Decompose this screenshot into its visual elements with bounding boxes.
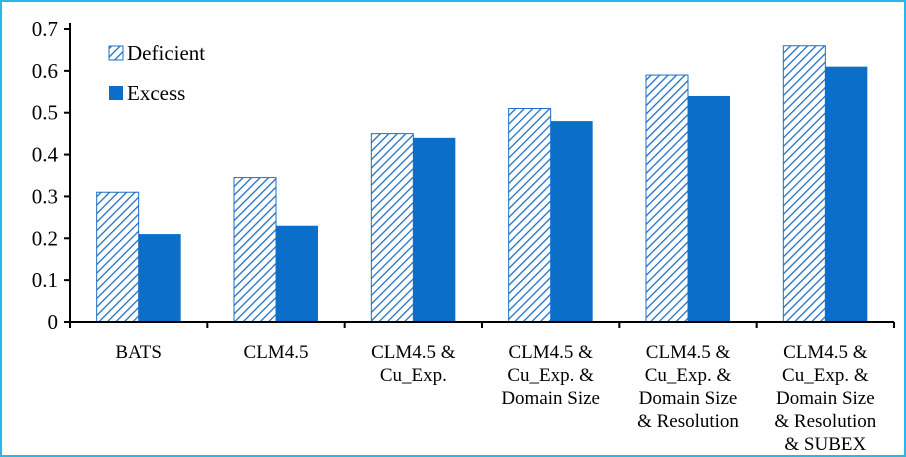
y-tick-label-6: 0.6 [32, 59, 58, 83]
x-category-label-line: Cu_Exp. & [507, 365, 594, 386]
x-category-label-5: CLM4.5 & Cu_Exp. & Domain Size & Resolution… [774, 342, 876, 455]
x-category-label-4: CLM4.5 & Cu_Exp. & Domain Size & Resolution [637, 342, 739, 432]
x-category-label-1: CLM4.5 [244, 342, 309, 363]
x-category-label-line: Cu_Exp. & [645, 365, 732, 386]
bar-deficient-3 [508, 108, 552, 323]
x-category-label-line: Domain Size [501, 388, 600, 409]
y-tick-label-4: 0.4 [32, 143, 59, 167]
x-category-label-line: & SUBEX [784, 434, 866, 455]
bar-excess-2 [413, 137, 456, 322]
y-ticks-group: 0 0.1 0.2 0.3 0.4 0.5 0.6 0.7 [32, 17, 70, 334]
x-category-label-line: CLM4.5 & [783, 342, 868, 363]
legend-swatch-deficient [108, 45, 124, 61]
bar-deficient-4 [645, 74, 689, 323]
axes-group [69, 23, 895, 328]
x-category-label-line: CLM4.5 & [646, 342, 731, 363]
x-category-label-0: BATS [115, 342, 161, 363]
x-category-label-line: Domain Size [639, 388, 738, 409]
y-tick-label-0: 0 [48, 310, 59, 334]
y-tick-label-5: 0.5 [32, 101, 58, 125]
x-category-label-line: & Resolution [774, 411, 876, 432]
bar-excess-5 [825, 66, 868, 323]
legend: Deficient Excess [108, 41, 205, 105]
x-category-label-line: BATS [115, 342, 161, 363]
x-labels-group: BATS CLM4.5 CLM4.5 & Cu_Exp.CLM4.5 & Cu_Exp.… [115, 342, 876, 455]
legend-swatch-excess [109, 86, 123, 100]
x-category-label-line: CLM4.5 & [508, 342, 593, 363]
x-category-label-line: & Resolution [637, 411, 739, 432]
bar-deficient-1 [233, 177, 277, 323]
y-tick-label-2: 0.2 [32, 226, 58, 250]
legend-label-deficient: Deficient [127, 41, 205, 65]
x-category-label-line: Cu_Exp. [380, 365, 447, 386]
legend-label-excess: Excess [127, 81, 185, 105]
x-category-label-line: CLM4.5 [244, 342, 309, 363]
y-tick-label-3: 0.3 [32, 184, 58, 208]
x-category-label-2: CLM4.5 & Cu_Exp. [371, 342, 456, 386]
bar-excess-0 [138, 234, 181, 322]
bar-excess-1 [276, 225, 318, 322]
y-tick-label-7: 0.7 [32, 17, 58, 41]
bars-group [96, 45, 868, 323]
bar-deficient-0 [96, 191, 140, 323]
y-tick-label-1: 0.1 [32, 268, 58, 292]
x-category-label-line: CLM4.5 & [371, 342, 456, 363]
bar-deficient-5 [782, 45, 826, 323]
x-category-label-3: CLM4.5 & Cu_Exp. & Domain Size [501, 342, 600, 409]
bar-excess-4 [688, 95, 730, 322]
bar-deficient-2 [370, 133, 414, 323]
bar-excess-3 [550, 121, 593, 322]
x-category-label-line: Cu_Exp. & [782, 365, 869, 386]
x-category-label-line: Domain Size [776, 388, 875, 409]
